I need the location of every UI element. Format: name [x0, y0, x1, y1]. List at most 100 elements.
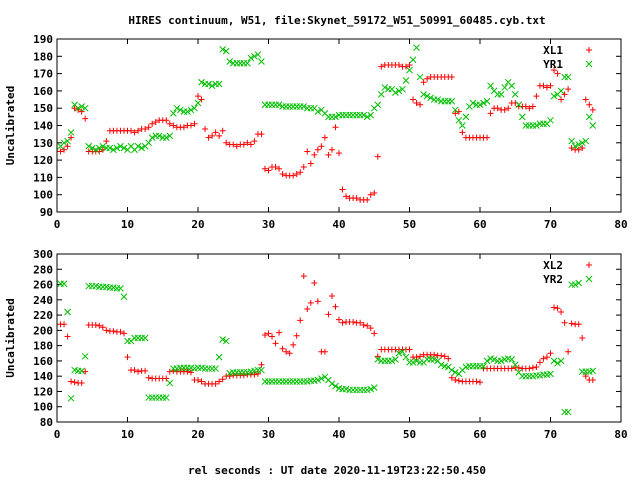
data-point: [212, 365, 219, 372]
data-point: [378, 63, 385, 70]
data-point: [81, 104, 89, 112]
data-point: [304, 305, 311, 312]
x-tick-label: 0: [54, 428, 61, 441]
data-point: [276, 329, 283, 336]
data-point: [325, 311, 332, 318]
data-point: [409, 56, 417, 64]
data-point: [314, 298, 321, 305]
data-point: [554, 70, 561, 77]
upper-panel: 90 100 110 120 130 140 150 160 170 180 190 0 10 20 30 4…: [4, 33, 628, 231]
data-point: [166, 368, 173, 375]
series-xl2: [57, 273, 596, 387]
data-point: [265, 167, 272, 174]
data-point: [515, 101, 523, 109]
x-tick-label: 30: [262, 428, 275, 441]
data-point: [487, 82, 494, 90]
data-point: [364, 322, 371, 329]
data-point: [149, 120, 156, 127]
data-point: [557, 87, 565, 95]
data-point: [297, 169, 304, 176]
data-point: [423, 92, 431, 100]
data-point: [78, 108, 85, 115]
data-point: [170, 122, 177, 129]
data-point: [219, 127, 226, 134]
data-point: [392, 89, 399, 96]
data-point: [438, 352, 445, 359]
data-point: [212, 129, 219, 136]
data-point: [448, 97, 456, 105]
data-point: [420, 91, 427, 98]
data-point: [494, 105, 501, 112]
data-point: [522, 103, 529, 110]
data-point: [244, 139, 251, 146]
data-point: [370, 384, 378, 391]
data-point: [198, 78, 205, 86]
y-tick-label: 80: [40, 416, 53, 429]
data-point: [290, 172, 297, 179]
data-point: [343, 193, 350, 200]
series-yr1: [57, 44, 597, 154]
data-point: [483, 357, 491, 365]
data-point: [462, 113, 470, 121]
legend-label: YR1: [543, 58, 563, 71]
data-point: [448, 374, 455, 381]
data-point: [511, 91, 519, 98]
data-point: [314, 146, 321, 153]
data-point: [565, 86, 572, 93]
data-point: [550, 357, 558, 365]
y-tick-label: 170: [33, 68, 53, 81]
data-point: [269, 333, 276, 340]
data-point: [451, 106, 459, 114]
data-point: [243, 59, 251, 67]
chart-title: HIRES continuum, W51, file:Skynet_59172_…: [128, 14, 545, 27]
y-axis-label: Uncalibrated: [4, 86, 17, 165]
data-point: [82, 115, 89, 122]
data-point: [505, 105, 512, 112]
data-point: [297, 317, 304, 324]
y-tick-label: 90: [40, 206, 53, 219]
data-point: [272, 340, 279, 347]
data-point: [223, 139, 230, 146]
data-point: [399, 85, 406, 93]
data-point: [286, 350, 293, 357]
data-point: [177, 106, 184, 114]
data-point: [162, 134, 170, 141]
y-tick-label: 120: [33, 154, 53, 167]
data-point: [81, 352, 89, 360]
data-point: [307, 160, 314, 167]
x-tick-label: 0: [54, 218, 61, 231]
data-point: [565, 348, 572, 355]
data-point: [318, 375, 325, 382]
x-tick-label: 60: [473, 218, 486, 231]
data-point: [240, 141, 247, 148]
data-point: [332, 113, 339, 121]
x-tick-label: 50: [403, 428, 416, 441]
data-point: [163, 117, 170, 124]
data-point: [554, 305, 561, 312]
data-point: [452, 110, 459, 117]
x-tick-label: 30: [262, 218, 275, 231]
data-point: [162, 394, 170, 401]
data-point: [226, 58, 234, 65]
data-point: [336, 316, 342, 323]
data-point: [60, 139, 68, 147]
data-point: [265, 330, 272, 337]
data-point: [304, 148, 311, 155]
data-point: [99, 142, 107, 150]
data-point: [579, 144, 586, 151]
data-point: [261, 331, 268, 338]
data-point: [226, 373, 233, 380]
data-point: [78, 380, 85, 387]
data-point: [363, 113, 371, 121]
y-tick-label: 140: [33, 370, 53, 383]
x-tick-label: 80: [614, 428, 627, 441]
data-point: [551, 67, 558, 74]
x-tick-label: 10: [121, 428, 134, 441]
data-point: [95, 144, 103, 152]
data-point: [430, 356, 438, 363]
data-point: [501, 106, 508, 113]
data-point: [117, 328, 124, 335]
data-point: [367, 191, 374, 198]
data-point: [578, 139, 586, 147]
data-point: [395, 61, 402, 68]
